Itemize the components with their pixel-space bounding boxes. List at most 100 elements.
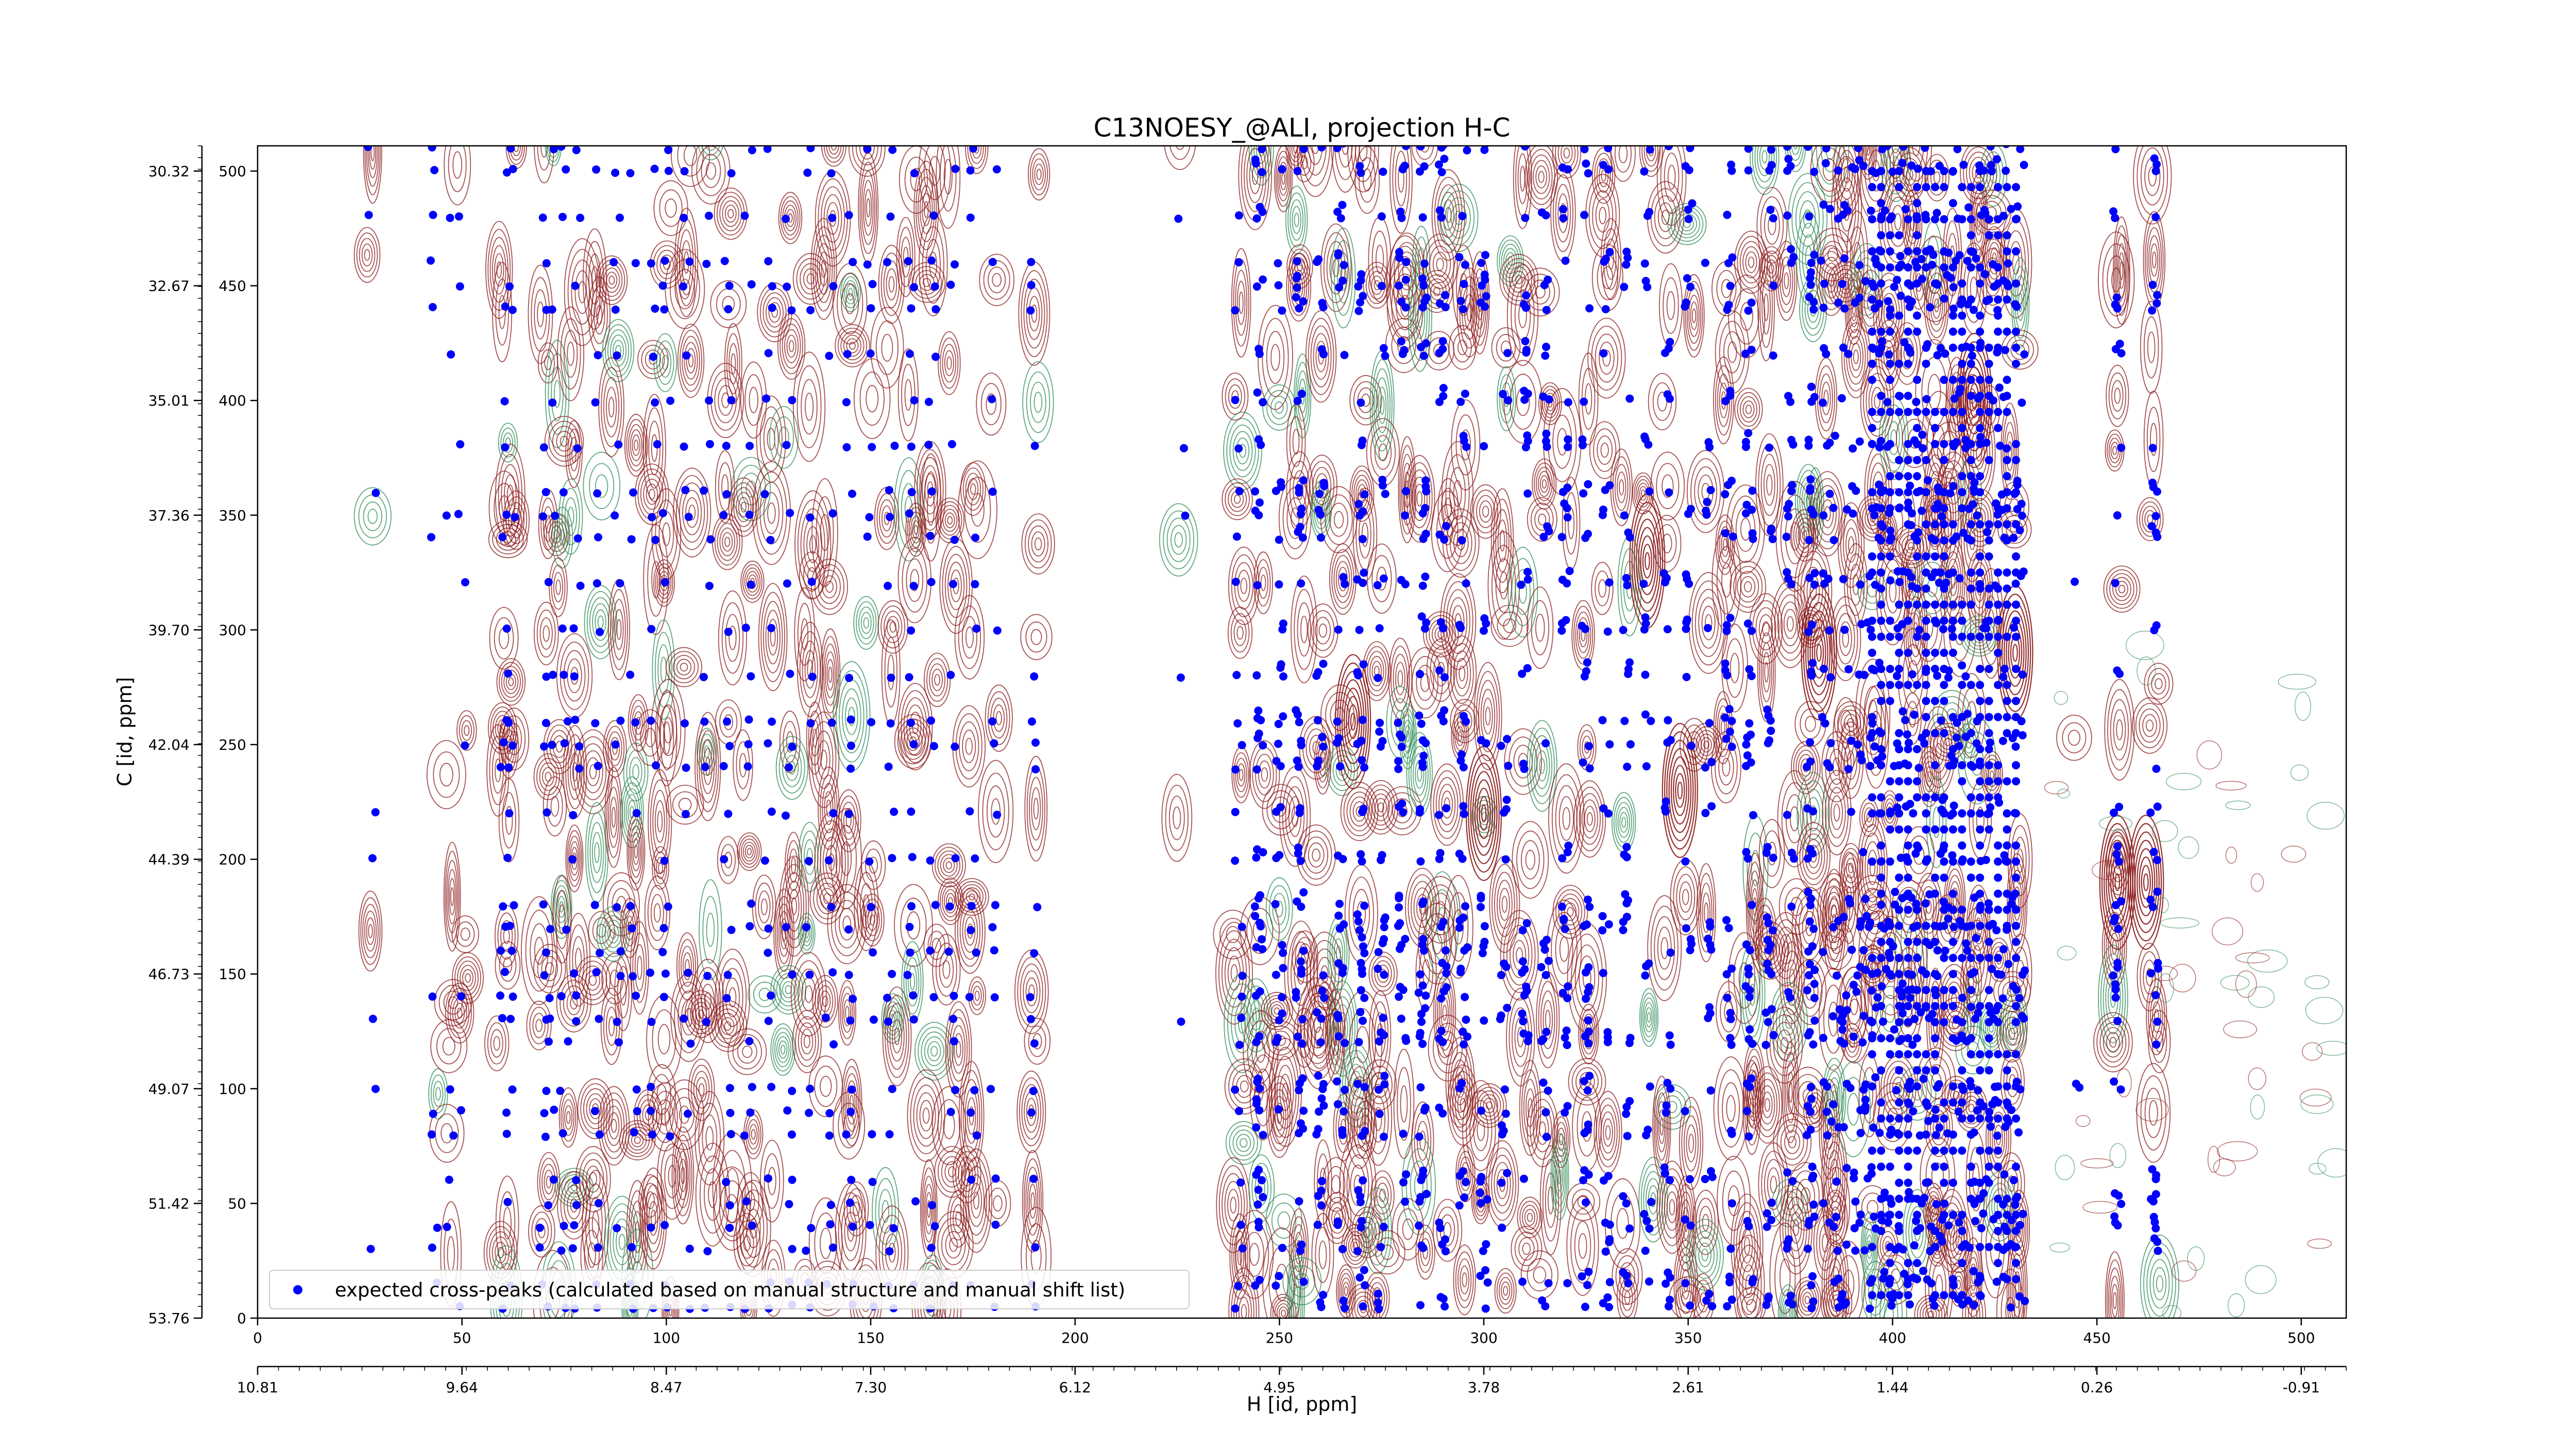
- contour-ring: [597, 924, 606, 937]
- contour-ring: [963, 1157, 990, 1243]
- contour-ring: [1521, 840, 1539, 879]
- contour-ring: [697, 146, 725, 196]
- contour-ring: [1035, 164, 1043, 184]
- contour-ring: [722, 533, 732, 551]
- cross-peak-marker: [633, 809, 641, 817]
- contour-ring: [1242, 130, 1269, 221]
- contour-ring: [651, 780, 669, 864]
- contour-ring: [1615, 135, 1631, 172]
- cross-peak-marker: [1232, 578, 1240, 586]
- cross-peak-marker: [967, 926, 975, 934]
- noise-contour: [2295, 692, 2311, 720]
- contour-ring: [1533, 1267, 1546, 1283]
- contour-ring: [2148, 332, 2155, 362]
- cross-peak-marker: [968, 902, 976, 910]
- contour-ring: [953, 1205, 964, 1233]
- contour-ring: [728, 1029, 766, 1074]
- cross-peak-marker: [611, 511, 619, 519]
- contour-ring: [598, 616, 603, 628]
- cross-peak-marker: [973, 1131, 981, 1139]
- cross-peak-marker: [827, 1201, 835, 1209]
- contour-ring: [1733, 1235, 1764, 1335]
- contour-ring: [463, 970, 473, 987]
- contour-ring: [850, 1096, 854, 1110]
- contour-ring: [362, 244, 372, 266]
- cross-peak-marker: [647, 1018, 655, 1026]
- contour-ring: [1744, 582, 1752, 592]
- cross-peak-marker: [849, 1222, 857, 1231]
- contour-ring: [768, 503, 775, 524]
- contour-ring: [1567, 1197, 1598, 1295]
- cross-peak-marker: [507, 947, 516, 955]
- contour-ring: [1750, 119, 1779, 194]
- contour-ring: [1242, 1305, 1247, 1319]
- cross-peak-marker: [927, 1243, 936, 1252]
- cross-peak-marker: [727, 396, 736, 405]
- cross-peak-marker: [457, 992, 465, 1001]
- cross-peak-marker: [591, 901, 599, 909]
- contour-ring: [1030, 382, 1046, 422]
- contour-ring: [783, 982, 794, 998]
- contour-ring: [534, 106, 554, 183]
- cross-peak-marker: [747, 672, 755, 680]
- strong-peak-contour: [2113, 866, 2122, 899]
- contour-ring: [1614, 798, 1634, 848]
- cross-peak-marker: [911, 1197, 920, 1205]
- contour-ring: [1619, 480, 1623, 495]
- cross-peak-marker: [829, 1243, 837, 1252]
- noise-contour: [2302, 1042, 2323, 1060]
- cross-peak-marker: [946, 902, 954, 911]
- cross-peak-marker: [686, 1244, 694, 1253]
- contour-ring: [1029, 1184, 1036, 1218]
- noise-contour: [2050, 1243, 2070, 1252]
- contour-ring: [1026, 978, 1037, 1006]
- contour-ring: [1228, 1189, 1239, 1221]
- contour-ring: [590, 598, 612, 647]
- cross-peak-marker: [594, 762, 602, 770]
- contour-ring: [361, 898, 380, 964]
- contour-ring: [1687, 450, 1724, 532]
- contour-ring: [924, 653, 950, 706]
- cross-peak-marker: [766, 536, 774, 544]
- cross-peak-marker: [506, 922, 514, 930]
- cross-peak-marker: [863, 260, 872, 268]
- contour-ring: [663, 356, 668, 370]
- contour-ring: [1741, 577, 1755, 597]
- contour-ring: [812, 721, 836, 798]
- contour-ring: [2094, 1013, 2132, 1072]
- contour-ring: [739, 836, 759, 867]
- cross-peak-marker: [951, 743, 959, 751]
- cross-peak-marker: [1272, 900, 1280, 908]
- contour-ring: [630, 757, 642, 786]
- cross-peak-marker: [929, 993, 938, 1001]
- cross-peak-marker: [557, 992, 566, 1000]
- noise-contour: [2248, 1068, 2266, 1089]
- cross-peak-marker: [557, 142, 565, 150]
- contour-ring: [427, 740, 466, 808]
- contour-ring: [1546, 1010, 1550, 1029]
- cross-peak-marker: [1259, 1131, 1267, 1139]
- cross-peak-marker: [504, 719, 513, 727]
- cross-peak-marker: [612, 306, 620, 314]
- cross-peak-marker: [1238, 972, 1246, 980]
- contour-ring: [1401, 1086, 1408, 1122]
- cross-peak-marker: [502, 1108, 511, 1117]
- cross-peak-marker: [613, 903, 621, 912]
- contour-ring: [865, 190, 872, 226]
- contour-ring: [1925, 154, 1949, 200]
- cross-peak-marker: [577, 582, 585, 590]
- cross-peak-marker: [632, 259, 640, 267]
- contour-ring: [1741, 518, 1750, 541]
- cross-peak-marker: [540, 1109, 549, 1117]
- contour-ring: [489, 608, 518, 669]
- contour-ring: [835, 325, 870, 367]
- cross-peak-marker: [568, 855, 577, 864]
- contour-ring: [665, 199, 676, 217]
- contour-ring: [1726, 1096, 1735, 1121]
- contour-ring: [609, 1017, 614, 1036]
- contour-ring: [556, 580, 561, 595]
- contour-ring: [1409, 739, 1430, 810]
- contour-ring: [589, 975, 597, 985]
- contour-ring: [568, 507, 573, 526]
- contour-ring: [706, 163, 716, 179]
